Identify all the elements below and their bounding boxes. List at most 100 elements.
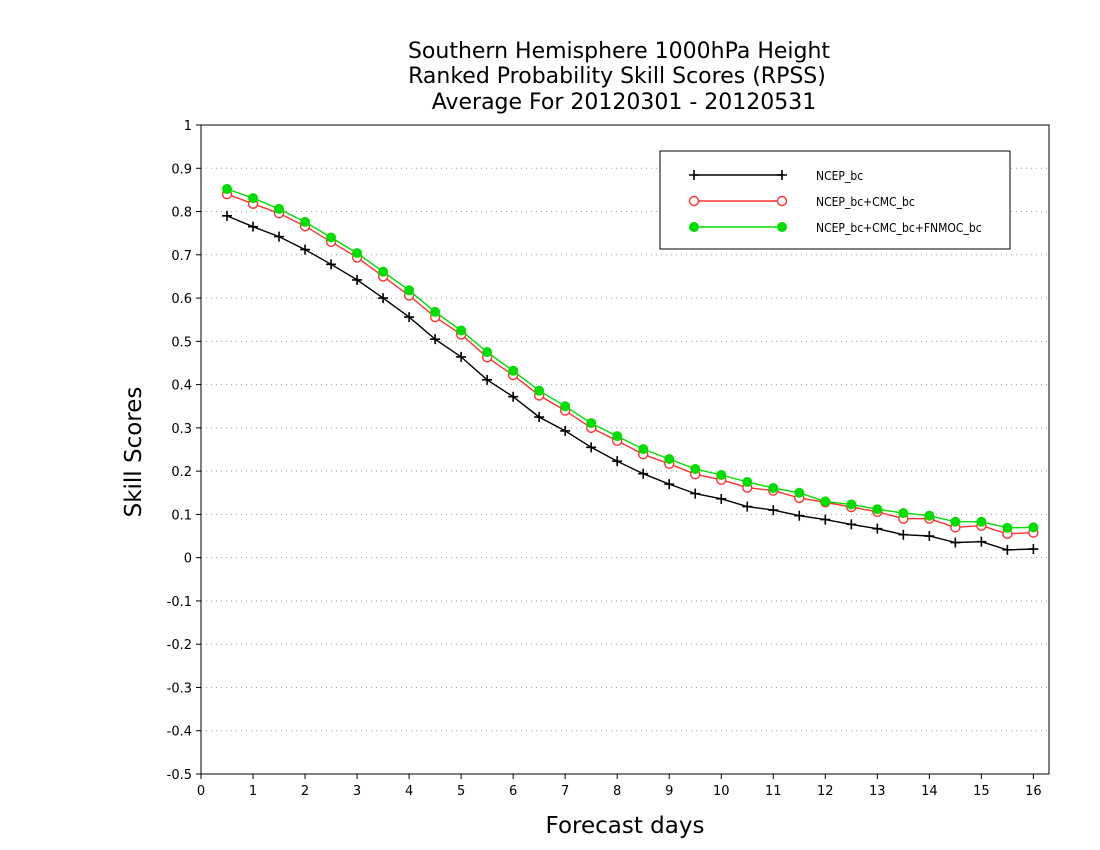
data-point [976, 516, 987, 527]
data-point [976, 536, 987, 547]
x-tick-label: 15 [973, 784, 990, 799]
legend-marker [777, 222, 787, 232]
legend-marker [776, 195, 788, 207]
x-tick-label: 7 [561, 784, 569, 799]
data-point [300, 216, 311, 227]
data-point [430, 334, 441, 345]
data-point [872, 523, 883, 534]
data-point [482, 347, 493, 358]
title-line-3: Average For 20120301 - 20120531 [432, 90, 817, 115]
data-point [404, 285, 415, 296]
legend-label: NCEP_bc+CMC_bc+FNMOC_bc [816, 221, 982, 235]
legend-box [659, 150, 1011, 250]
legend-marker [689, 222, 699, 232]
data-point [716, 470, 727, 481]
x-tick-label: 14 [921, 784, 938, 799]
data-point [1002, 544, 1013, 555]
data-point [742, 476, 753, 487]
data-point [768, 483, 779, 494]
y-tick-label: 0.3 [171, 422, 192, 437]
data-point [1028, 544, 1039, 555]
data-point [898, 508, 909, 519]
legend-entries: NCEP_bc NCEP_bc+CMC_bc NCEP_bc+CMC_bc+FNMO… [688, 169, 982, 235]
x-tick-label: 2 [301, 784, 309, 799]
data-point [638, 468, 649, 479]
series-layer [221, 184, 1039, 555]
x-tick-label: 12 [817, 784, 834, 799]
data-point [924, 510, 935, 521]
data-point [742, 501, 753, 512]
data-point [508, 391, 519, 402]
legend-label: NCEP_bc [816, 169, 863, 183]
y-tick-label: 0.2 [171, 465, 192, 480]
series-1 [222, 210, 1039, 555]
data-point [846, 519, 857, 530]
x-tick-label: 5 [457, 784, 465, 799]
legend-marker [689, 170, 699, 180]
data-point [404, 312, 415, 323]
data-point [248, 221, 259, 232]
data-point [950, 537, 961, 548]
data-point [794, 487, 805, 498]
x-tick-label: 13 [869, 784, 886, 799]
data-point [456, 325, 467, 336]
data-point [664, 479, 675, 490]
y-tick-label: 0.4 [171, 379, 192, 394]
data-point [482, 374, 493, 385]
data-point [1028, 522, 1039, 533]
legend: NCEP_bc NCEP_bc+CMC_bc NCEP_bc+CMC_bc+FNMO… [659, 150, 1011, 250]
x-tick-label: 6 [509, 784, 517, 799]
y-tick-label: -0.5 [167, 768, 192, 783]
data-point [534, 412, 545, 423]
x-tick-label: 0 [197, 784, 205, 799]
data-point [378, 293, 389, 304]
x-tick-label: 4 [405, 784, 413, 799]
data-point [248, 193, 259, 204]
x-tick-label: 9 [665, 784, 673, 799]
legend-label: NCEP_bc+CMC_bc [816, 195, 915, 209]
legend-marker [777, 170, 787, 180]
data-point [378, 266, 389, 277]
y-tick-label: -0.3 [167, 681, 192, 696]
legend-entry-2: NCEP_bc+CMC_bc [688, 195, 915, 209]
data-point [690, 488, 701, 499]
y-tick-label: -0.1 [167, 595, 192, 610]
data-point [872, 504, 883, 515]
data-point [274, 231, 285, 242]
data-point [846, 499, 857, 510]
chart-title: Southern Hemisphere 1000hPa Height Ranke… [408, 39, 830, 115]
x-tick-label: 10 [713, 784, 730, 799]
data-point [1002, 522, 1013, 533]
x-axis: 0 1 2 3 4 5 6 7 8 9 10 11 12 13 14 15 16 [197, 774, 1042, 799]
data-point [768, 505, 779, 516]
plot-frame [200, 124, 1050, 775]
x-tick-label: 11 [765, 784, 782, 799]
x-axis-title: Forecast days [546, 813, 705, 839]
gridlines [201, 167, 1049, 732]
data-point [612, 456, 623, 467]
data-point [352, 274, 363, 285]
y-tick-label: 0.7 [171, 249, 192, 264]
data-point [924, 531, 935, 542]
data-point [716, 493, 727, 504]
data-point [274, 203, 285, 214]
data-point [508, 365, 519, 376]
data-point [950, 516, 961, 527]
x-tick-label: 16 [1025, 784, 1042, 799]
data-point [586, 442, 597, 453]
data-point [586, 418, 597, 429]
legend-entry-1: NCEP_bc [689, 169, 863, 183]
data-point [326, 232, 337, 243]
y-tick-label: 0 [184, 552, 192, 567]
title-line-2: Ranked Probability Skill Scores (RPSS) [408, 64, 826, 89]
data-point [664, 454, 675, 465]
data-point [300, 244, 311, 255]
y-tick-label: 0.9 [171, 162, 192, 177]
y-tick-label: 0.5 [171, 335, 192, 350]
data-point [898, 529, 909, 540]
data-point [794, 510, 805, 521]
data-point [222, 210, 233, 221]
data-point [820, 496, 831, 507]
data-point [690, 463, 701, 474]
